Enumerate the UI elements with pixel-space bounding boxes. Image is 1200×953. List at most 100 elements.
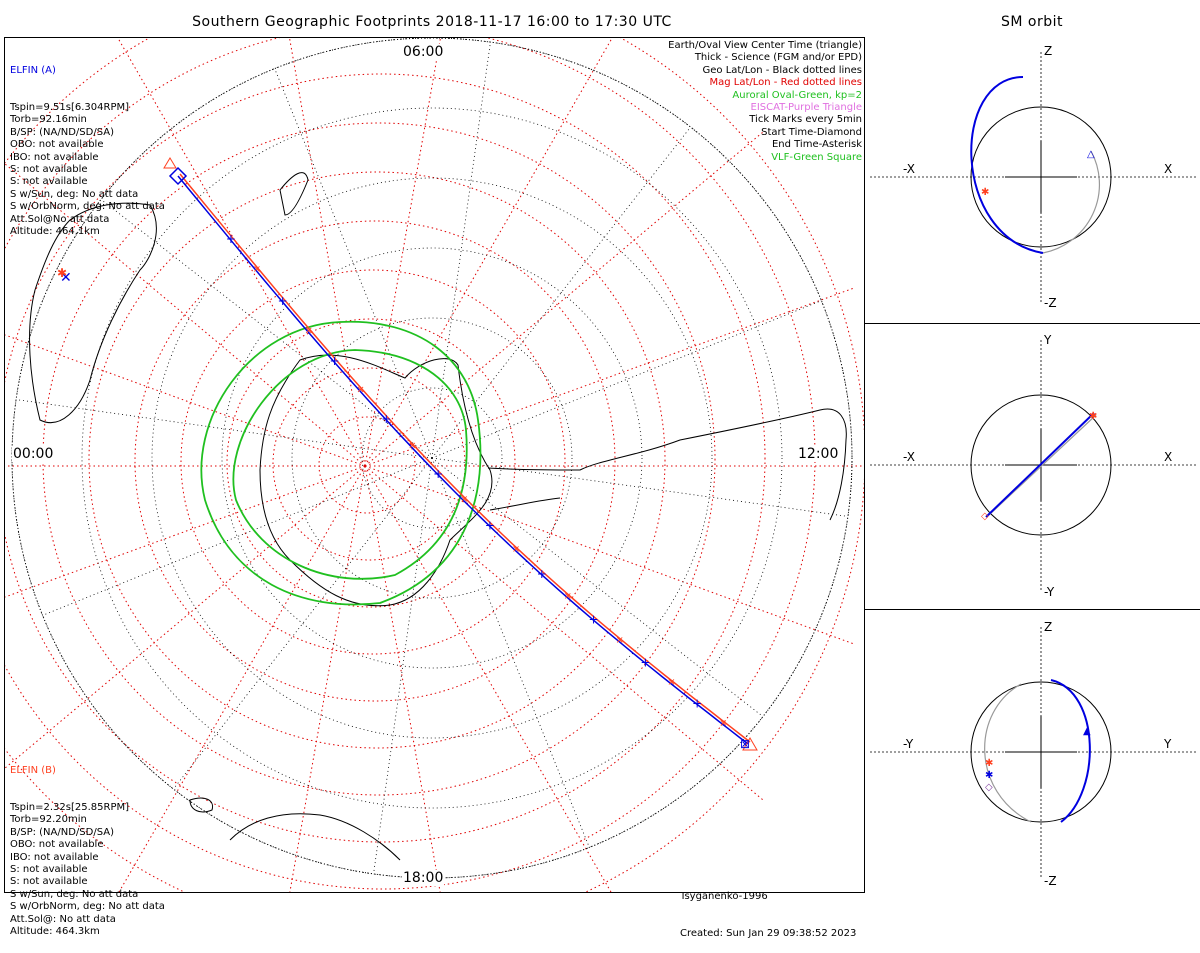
mag-latitude-circle [42,122,716,796]
elfin-a-tick: + [692,697,702,711]
geo-longitude-line [431,457,764,717]
mag-latitude-circle [226,318,516,608]
africa-coastline [229,813,401,861]
elfin-a-info-line: S: not available [10,164,88,176]
sm-earth-circle [970,394,1112,536]
antarctica-coastline [259,354,493,607]
elfin-b-name: ELFIN (B) [10,764,56,776]
geo-longitude-line [16,399,433,459]
geo-longitude-line [42,457,433,616]
elfin-b-tick: × [564,591,572,602]
australia-coastline [29,202,157,424]
elfin-b-tick: × [253,264,261,275]
legend: Earth/Oval View Center Time (triangle) Th… [668,40,862,164]
elfin-b-tick: × [719,718,727,729]
time-label-right: 12:00 [797,446,840,462]
geo-longitude-line [373,457,433,874]
axis-label-left-2: -X [903,450,915,464]
mag-longitude-line [289,465,366,892]
elfin-b-info-line: Att.Sol@: No att data [10,913,116,925]
axis-label-top-1: Z [1044,44,1053,58]
mag-latitude-circle [88,171,666,749]
south-america-coastline [487,408,847,521]
elfin-a-start-diamond [168,166,188,186]
axis-label-right-1: X [1164,162,1173,176]
sm-orbit-yz-panel [864,610,1200,893]
model-label: Tsyganenko-1996 [680,890,768,902]
legend-entry: Thick - Science (FGM and/or EPD) [694,52,862,64]
axis-label-top-3: Z [1044,620,1053,634]
geo-latitude-circle [81,107,783,809]
legend-entry: VLF-Green Square [771,151,862,163]
page-title: Southern Geographic Footprints 2018-11-1… [192,14,672,30]
time-label-top: 06:00 [402,44,445,60]
legend-entry: Auroral Oval-Green, kp=2 [732,89,862,101]
mag-latitude-circle [180,269,566,655]
elfin-a-tick: + [640,655,650,669]
elfin-b-tick: × [512,544,520,555]
sm-orbit-xy-panel [864,324,1200,610]
elfin-a-orbit [1050,679,1091,823]
mag-longitude-line [364,287,854,467]
elfin-b-info-line: Tspin=2.32s[25.85RPM] [10,802,130,814]
sm-orbit-title: SM orbit [1000,14,1063,30]
elfin-b-info-line: Torb=92.20min [10,814,87,826]
geo-longitude-line [431,457,590,848]
elfin-a-footpoint-marker: ✕ [60,270,72,286]
mag-longitude-line [364,465,441,892]
mag-latitude-circle [318,416,416,514]
elfin-a-tick: + [381,412,391,426]
elfin-a-info-line: IBO: not available [10,151,99,163]
elfin-start-diamond: ◇ [985,782,993,793]
elfin-b-start-triangle [163,157,177,169]
geo-latitude-circle [221,247,643,669]
elfin-a-tick: + [226,232,236,246]
geo-longitude-line [431,42,491,459]
elfin-a-info-line: Tspin=9.51s[6.304RPM] [10,102,130,114]
mag-latitude-circle [272,367,466,561]
sm-earth-circle [970,106,1112,248]
elfin-b-info-line: S w/OrbNorm, deg: No att data [10,901,165,913]
sm-earth-circle [970,681,1112,823]
elfin-a-name: ELFIN (A) [10,64,56,76]
elfin-b-tick: × [615,635,623,646]
elfin-a-info-line: Altitude: 464.1km [10,226,100,238]
geo-longitude-line [431,457,848,517]
elfin-a-end-marker: ✱ [985,770,993,781]
mag-longitude-line [364,38,613,467]
new-zealand-coastline [279,172,309,216]
elfin-b-marker: ✱ [985,758,993,769]
elfin-b-tick: × [460,494,468,505]
elfin-b-marker: ✱ [1089,411,1097,422]
footer: Tsyganenko-1996 Created: Sun Jan 29 09:3… [680,866,856,953]
footprint-map: +×+×+×+×+×+×+×+×+×+×⊠✕✱△✱✱◇▲✱✱◇ [5,37,1198,892]
legend-entry: Tick Marks every 5min [749,114,862,126]
mag-longitude-line [5,334,366,467]
elfin-a-info-line: Att.Sol@No att data [10,213,110,225]
island-coastline [189,797,214,813]
elfin-a-tick: + [589,612,599,626]
mag-latitude-circle [5,73,766,843]
elfin-b-tick: × [408,441,416,452]
elfin-b-end-triangle [742,737,758,751]
legend-entry: End Time-Asterisk [771,139,862,151]
elfin-a-marker: △ [1087,149,1095,160]
legend-entry: Mag Lat/Lon - Red dotted lines [709,77,862,89]
axis-label-bottom-1: -Z [1044,296,1057,310]
elfin-b-info: ELFIN (B) Tspin=2.32s[25.85RPM] Torb=92.2… [10,740,165,951]
elfin-b-footpoint-marker: ✱ [57,266,67,280]
elfin-b-info-line: B/SP: (NA/ND/SD/SA) [10,826,114,838]
elfin-b-track [179,173,751,743]
axis-label-right-2: X [1164,450,1173,464]
legend-entry: Earth/Oval View Center Time (triangle) [668,40,862,51]
elfin-b-info-line: S w/Sun, deg: No att data [10,888,139,900]
elfin-b-info-line: S: not available [10,864,88,876]
mag-longitude-line [364,131,764,467]
legend-entry: EISCAT-Purple Triangle [750,102,863,114]
mag-longitude-line [364,465,854,645]
mag-longitude-line [5,465,366,769]
elfin-b-info-line: OBO: not available [10,839,104,851]
elfin-b-orbit [1042,150,1101,254]
horizon-circle [11,37,853,879]
elfin-b-tick: × [667,677,675,688]
